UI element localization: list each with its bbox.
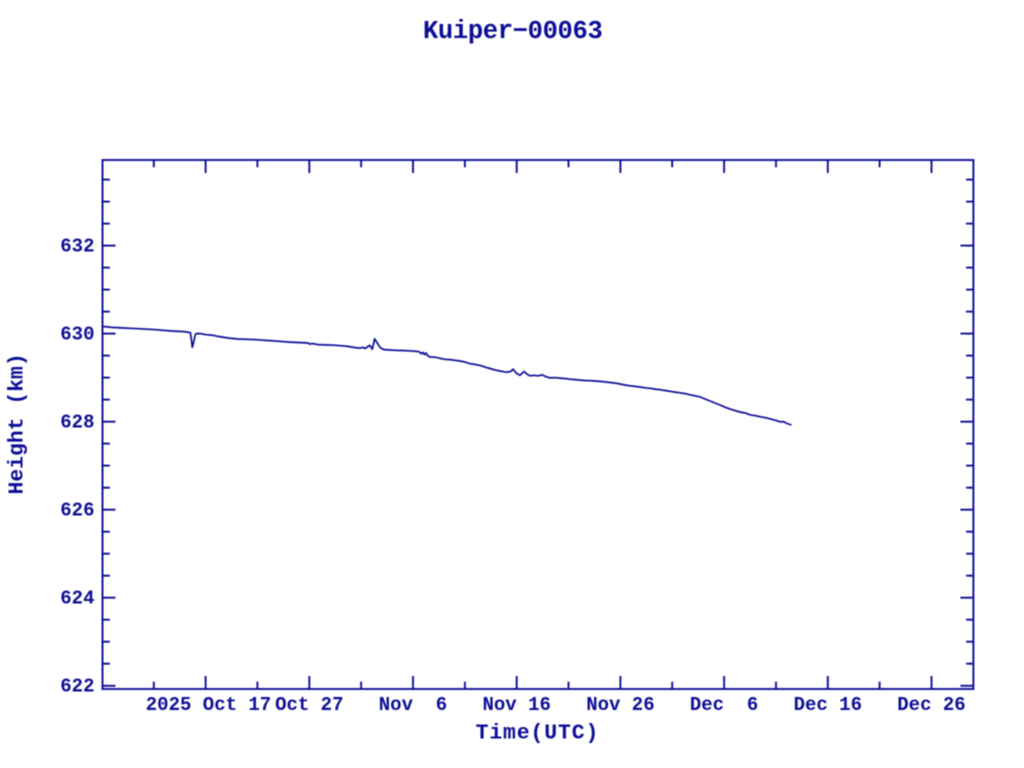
svg-text:Dec 26: Dec 26: [897, 694, 965, 716]
svg-text:622: 622: [60, 676, 94, 698]
svg-text:632: 632: [60, 235, 94, 257]
svg-text:626: 626: [60, 500, 94, 522]
svg-text:Nov 6: Nov 6: [379, 694, 447, 716]
svg-text:Nov 16: Nov 16: [482, 694, 550, 716]
svg-text:Height (km): Height (km): [6, 353, 30, 494]
svg-text:Dec 16: Dec 16: [794, 694, 862, 716]
svg-text:Time(UTC): Time(UTC): [476, 722, 600, 746]
svg-text:Oct 27: Oct 27: [275, 694, 343, 716]
svg-text:630: 630: [60, 323, 94, 345]
svg-text:2025 Oct 17: 2025 Oct 17: [146, 694, 271, 716]
svg-text:628: 628: [60, 412, 94, 434]
svg-text:Kuiper−00063: Kuiper−00063: [423, 17, 602, 46]
svg-text:Dec 6: Dec 6: [690, 694, 758, 716]
svg-text:Nov 26: Nov 26: [586, 694, 654, 716]
svg-text:624: 624: [60, 588, 94, 610]
